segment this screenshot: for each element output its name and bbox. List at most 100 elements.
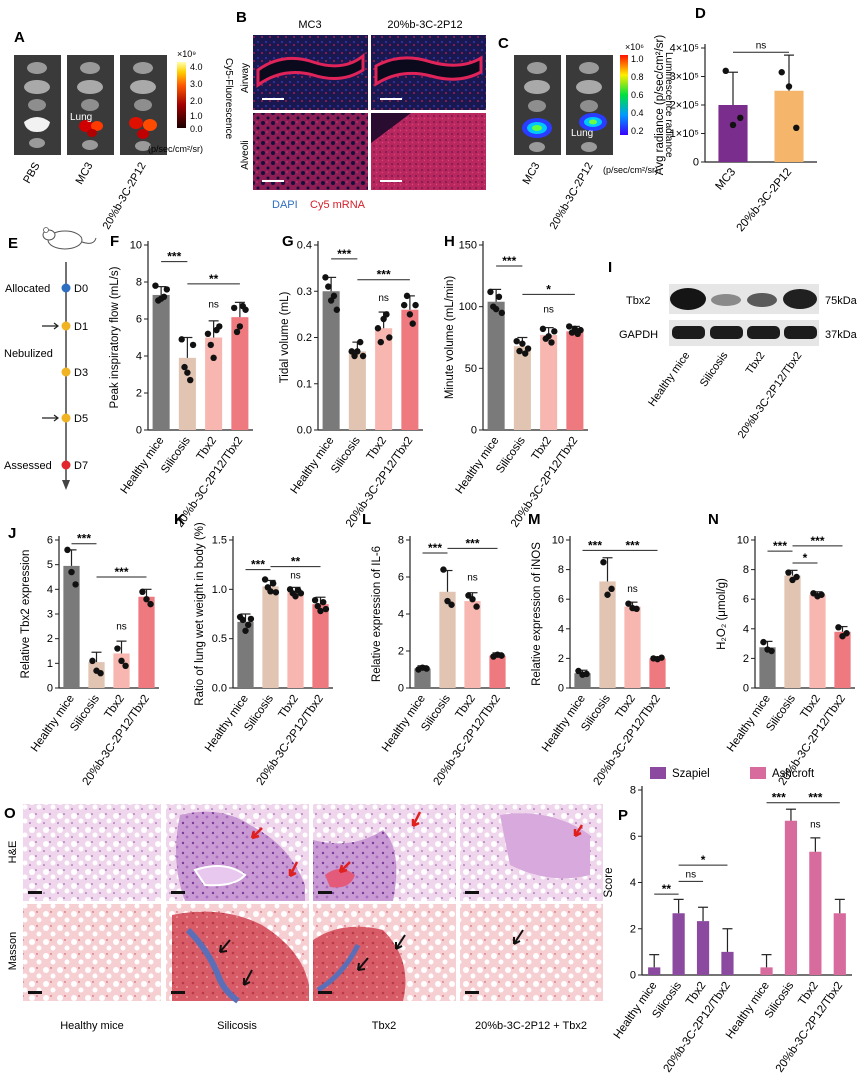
data-point — [469, 596, 476, 603]
significance-label: ** — [291, 555, 301, 569]
svg-text:3.0: 3.0 — [190, 79, 203, 89]
y-tick-label: 4 — [47, 584, 53, 596]
timeline-d3-dot — [61, 367, 71, 377]
y-axis-label: Peak inspiratory flow (mL/s) — [109, 266, 121, 408]
data-point — [147, 600, 154, 608]
panel-c: C Lung MC3 20%b-3C-2P12 ×10⁶ 1.0 0.8 0.6… — [498, 35, 674, 232]
confocal-alveoli-mc3 — [253, 113, 368, 190]
data-point — [72, 581, 79, 588]
data-point — [760, 638, 767, 646]
data-point — [516, 347, 523, 355]
data-point — [139, 588, 146, 595]
y-tick-label: 3×10⁵ — [670, 71, 699, 83]
bar — [322, 291, 340, 430]
y-tick-label: 2 — [630, 923, 636, 935]
colorbar-a — [177, 62, 186, 128]
col-label-mc3: MC3 — [298, 19, 321, 31]
significance-label: *** — [167, 250, 181, 264]
significance-label: *** — [502, 254, 516, 268]
data-point — [314, 602, 321, 610]
colorbar-a-ticks: 4.0 3.0 2.0 1.0 0.0 — [190, 62, 203, 134]
data-point — [386, 334, 393, 341]
data-point — [359, 352, 367, 360]
bar — [784, 820, 798, 975]
significance-label: * — [546, 282, 551, 296]
y-axis-label: Relative expression of IL-6 — [371, 546, 383, 682]
y-tick-label: 0 — [693, 157, 699, 169]
y-tick-label: 2 — [558, 653, 564, 665]
data-point — [160, 293, 168, 300]
y-tick-label: 0.0 — [212, 683, 227, 695]
legend-swatch — [650, 767, 666, 779]
significance-label: ns — [543, 305, 554, 316]
y-tick-label: 5 — [47, 559, 53, 571]
significance-label: ns — [686, 869, 697, 880]
arrow-d1-icon — [42, 322, 59, 330]
data-point — [548, 339, 555, 346]
data-point — [178, 336, 185, 343]
timeline-d0-dot — [61, 283, 71, 293]
timeline-label-nebulized: Nebulized — [4, 348, 53, 360]
panel-letter-p: P — [618, 807, 628, 824]
bar — [312, 604, 329, 688]
bar — [138, 596, 155, 688]
svg-text:2.0: 2.0 — [190, 96, 203, 106]
blot-lane-healthy: Healthy mice — [646, 350, 692, 409]
data-point — [245, 621, 252, 629]
blot-lane-silicosis: Silicosis — [698, 349, 731, 389]
panel-b: B MC3 20%b-3C-2P12 Airway Alveoli DAPI C… — [236, 9, 486, 211]
data-point — [498, 652, 505, 659]
lane-label-c-mc3: MC3 — [521, 161, 543, 187]
y-tick-label: 0 — [630, 970, 636, 982]
histo-masson-treated — [460, 904, 603, 1001]
bar — [464, 601, 481, 688]
band-tbx2-healthy — [670, 288, 706, 310]
colorbar-c-title: Luminescence radiance — [663, 52, 674, 158]
svg-text:0.0: 0.0 — [190, 124, 203, 134]
data-point — [768, 647, 775, 655]
data-point — [793, 573, 800, 581]
data-point — [495, 293, 503, 300]
y-tick-label: 0 — [558, 683, 564, 695]
panel-letter-k: K — [174, 511, 185, 528]
bar — [487, 301, 505, 430]
data-point — [89, 657, 96, 665]
lung-label-c: Lung — [571, 128, 593, 139]
svg-text:1.0: 1.0 — [631, 54, 644, 64]
y-tick-label: 0.1 — [297, 378, 312, 390]
significance-label: *** — [114, 565, 128, 579]
data-point — [737, 114, 744, 122]
significance-label: *** — [588, 538, 602, 552]
data-point — [406, 311, 414, 318]
panel-i: I Tbx2 GAPDH 75kDa 37kDa Healthy mice Si… — [608, 259, 858, 441]
timeline-arrowhead — [62, 480, 70, 490]
data-point — [487, 288, 494, 296]
lane-label-mc3: MC3 — [74, 161, 96, 187]
data-point — [325, 283, 332, 290]
ivis-lum-mc3 — [514, 55, 561, 155]
y-tick-label: 0 — [47, 683, 53, 695]
y-tick-label: 0 — [743, 683, 749, 695]
y-axis-label: H₂O₂ (μmol/g) — [716, 578, 728, 650]
significance-label: *** — [773, 539, 787, 553]
panel-letter-d: D — [695, 5, 706, 22]
y-tick-label: 150 — [459, 240, 477, 252]
x-tick-label: MC3 — [713, 166, 738, 192]
y-axis-label: Relative expression of iNOS — [531, 542, 543, 686]
ivis-lum-20pct: Lung — [566, 55, 613, 155]
significance-label: ns — [116, 622, 127, 633]
data-point — [322, 274, 329, 281]
x-tick-label: 20%b-3C-2P12 — [735, 166, 795, 234]
data-point — [374, 325, 382, 332]
svg-text:1.0: 1.0 — [190, 111, 203, 121]
significance-label: ** — [662, 882, 672, 896]
bar — [760, 967, 773, 975]
lane-label-c-20pct: 20%b-3C-2P12 — [548, 161, 596, 232]
bar — [566, 331, 584, 430]
x-tick-label: Tbx2 — [365, 435, 390, 463]
lung-label-a: Lung — [70, 112, 92, 123]
panel-letter-l: L — [362, 511, 371, 528]
y-tick-label: 100 — [459, 301, 477, 313]
